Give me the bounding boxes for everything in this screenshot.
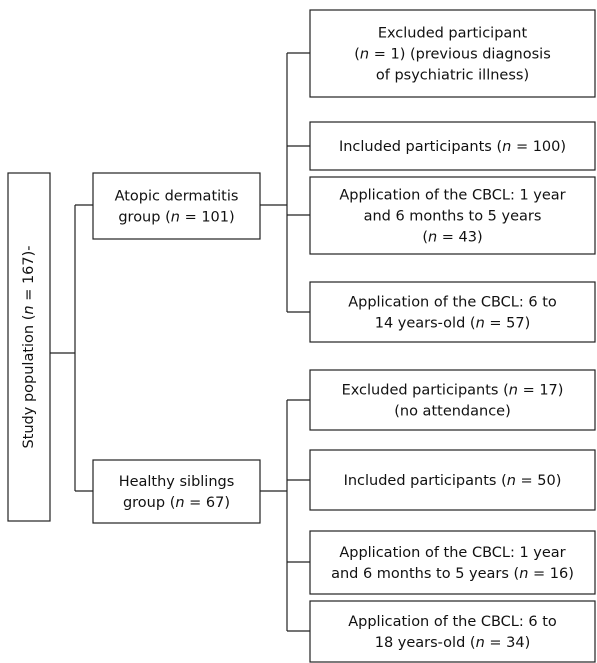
node-box <box>309 281 596 343</box>
node-label: Application of the CBCL: 6 to <box>348 614 557 630</box>
node-label: Healthy siblings <box>119 474 235 490</box>
node-box <box>309 600 596 663</box>
node-box <box>309 176 596 255</box>
node-label: Included participants (n = 50) <box>344 473 562 489</box>
node-label: Application of the CBCL: 6 to <box>348 295 557 311</box>
node-box <box>309 9 596 98</box>
node-label: Atopic dermatitis <box>115 189 239 205</box>
node-label: group (n = 101) <box>118 210 234 226</box>
node-label: (no attendance) <box>394 404 511 420</box>
node-label: Application of the CBCL: 1 year <box>339 545 565 561</box>
connectors <box>50 52 310 632</box>
node: Healthy siblings group (n = 67) <box>92 459 261 524</box>
node-label: (n = 43) <box>422 230 482 246</box>
node-box <box>92 459 261 524</box>
node-label: and 6 months to 5 years (n = 16) <box>331 566 574 582</box>
node: Included participants (n = 50) <box>309 449 596 511</box>
node: Application of the CBCL: 6 to 14 years-ol… <box>309 281 596 343</box>
node-label: (n = 1) (previous diagnosis <box>354 47 551 63</box>
node-label: 18 years-old (n = 34) <box>375 635 531 651</box>
node-box <box>309 449 596 511</box>
node-box <box>309 369 596 431</box>
node: Included participants (n = 100) <box>309 121 596 171</box>
node-box <box>309 121 596 171</box>
node-box <box>309 530 596 595</box>
node-box <box>92 172 261 240</box>
node-label: 14 years-old (n = 57) <box>375 316 531 332</box>
node: Study population (n = 167)- <box>7 172 51 522</box>
node-label: and 6 months to 5 years <box>364 209 542 225</box>
node-label: Excluded participant <box>378 26 528 42</box>
node-label: Study population (n = 167)- <box>21 245 37 448</box>
node: Application of the CBCL: 6 to 18 years-ol… <box>309 600 596 663</box>
node: Atopic dermatitis group (n = 101) <box>92 172 261 240</box>
node: Application of the CBCL: 1 year and 6 mon… <box>309 530 596 595</box>
node: Excluded participant (n = 1) (previous di… <box>309 9 596 98</box>
node-box <box>7 172 51 522</box>
node: Application of the CBCL: 1 year and 6 mon… <box>309 176 596 255</box>
node: Excluded participants (n = 17) (no attend… <box>309 369 596 431</box>
node-label: Included participants (n = 100) <box>339 139 566 155</box>
node-label: Application of the CBCL: 1 year <box>339 188 565 204</box>
node-label: of psychiatric illness) <box>376 68 529 84</box>
node-label: Excluded participants (n = 17) <box>342 383 564 399</box>
node-label: group (n = 67) <box>123 495 230 511</box>
